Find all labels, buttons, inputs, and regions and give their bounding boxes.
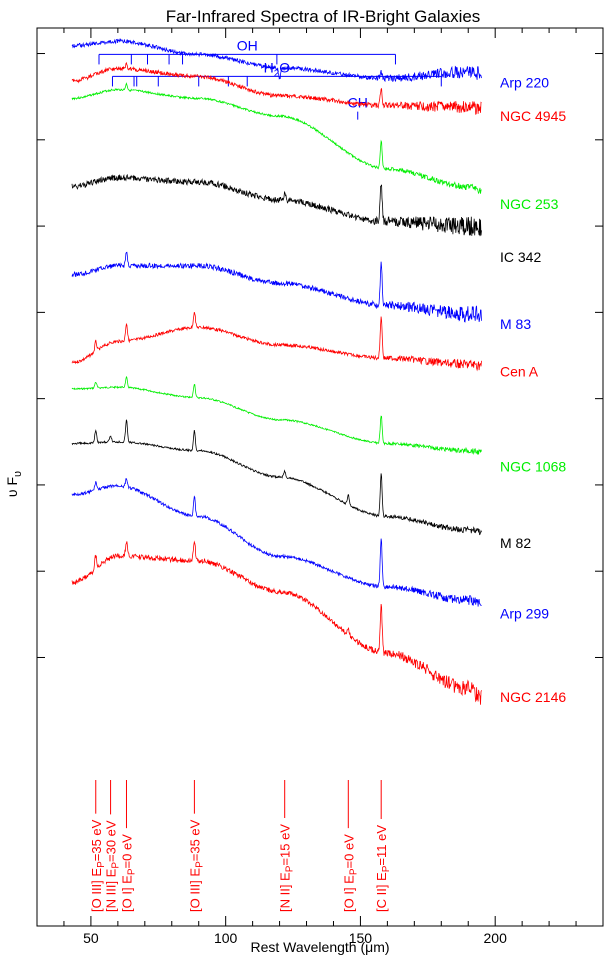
atomic-line-label: [O III] EP=35 eV xyxy=(89,819,107,912)
atomic-line-label: [N II] EP=15 eV xyxy=(278,824,296,912)
x-tick-label: 50 xyxy=(83,930,99,946)
series-name-label: IC 342 xyxy=(500,249,541,265)
series-name-label: NGC 4945 xyxy=(500,108,566,124)
y-axis-label: υ Fυ xyxy=(4,471,24,497)
series-name-label: Arp 299 xyxy=(500,605,549,621)
series-line xyxy=(71,173,482,237)
series-line xyxy=(71,82,482,195)
series-line xyxy=(71,540,482,705)
series-line xyxy=(71,251,482,323)
x-tick-label: 200 xyxy=(484,930,508,946)
series-line xyxy=(71,61,482,115)
series-name-label: NGC 1068 xyxy=(500,458,566,474)
x-tick-label: 150 xyxy=(349,930,373,946)
axis-ticks: 50 100 150 200 xyxy=(37,28,603,946)
x-axis-label: Rest Wavelength (μm) xyxy=(250,939,389,955)
atomic-line-markers: [O III] EP=35 eV[N III] EP=30 eV[O I] EP… xyxy=(89,780,392,912)
series-name-label: Cen A xyxy=(500,363,539,379)
series-name-label: NGC 2146 xyxy=(500,689,566,705)
series-line xyxy=(71,478,482,607)
series-name-label: NGC 253 xyxy=(500,196,559,212)
series-name-label: M 82 xyxy=(500,535,531,551)
series-line xyxy=(71,311,482,372)
y-axis-label-subscript: υ xyxy=(12,471,24,477)
series-line xyxy=(71,38,482,83)
atomic-line-label: [C II] EP=11 eV xyxy=(374,825,392,912)
chart-title: Far-Infrared Spectra of IR-Bright Galaxi… xyxy=(166,7,481,26)
series-line xyxy=(71,419,482,536)
series-name-label: Arp 220 xyxy=(500,75,549,91)
atomic-line-label: [N III] EP=30 eV xyxy=(104,820,122,912)
x-tick-label: 100 xyxy=(214,930,238,946)
atomic-line-label: [O I] EP=0 eV xyxy=(119,834,137,912)
molecule-label: OH xyxy=(237,37,258,53)
spectra-series xyxy=(71,38,482,705)
series-names: Arp 220 NGC 4945 NGC 253 IC 342 M 83 Cen A NGC… xyxy=(500,75,566,706)
series-name-label: M 83 xyxy=(500,316,531,332)
series-line xyxy=(71,375,482,456)
atomic-line-label: [O I] EP=0 eV xyxy=(341,834,359,912)
atomic-line-label: [O III] EP=35 eV xyxy=(187,819,205,912)
plot-frame xyxy=(36,27,604,927)
y-axis-label-main: υ F xyxy=(4,477,20,497)
